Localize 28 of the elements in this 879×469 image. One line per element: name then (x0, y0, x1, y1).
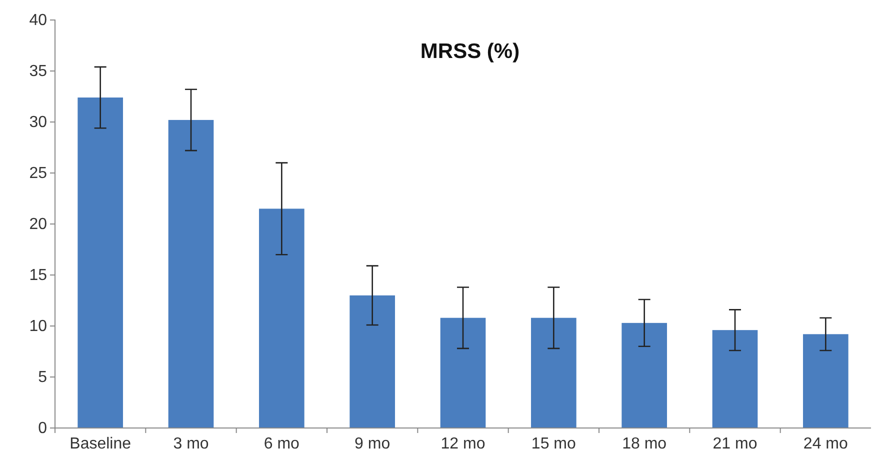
x-tick-label: 3 mo (173, 436, 209, 453)
x-tick-label: 21 mo (712, 436, 758, 453)
x-tick-label: 12 mo (440, 436, 486, 453)
x-tick-label: Baseline (70, 436, 132, 453)
y-tick-label: 25 (29, 165, 48, 182)
x-tick-label: 18 mo (622, 436, 667, 453)
x-tick-label: 6 mo (264, 436, 300, 453)
bar (440, 318, 486, 428)
bar (622, 322, 667, 428)
bar (168, 120, 214, 428)
bar (350, 295, 395, 428)
bar (531, 318, 576, 428)
y-tick-label: 10 (29, 318, 48, 336)
y-tick-label: 35 (29, 63, 48, 80)
x-tick-label: 15 mo (531, 436, 576, 453)
y-tick-label: 30 (29, 114, 48, 132)
x-tick-label: 9 mo (354, 436, 390, 453)
text: MRSS (%) (420, 40, 520, 63)
y-tick-label: 15 (29, 267, 48, 284)
y-tick-label: 40 (29, 12, 48, 30)
y-tick-label: 5 (38, 369, 48, 386)
bar (259, 208, 304, 428)
y-tick-label: 20 (29, 216, 48, 234)
bar (78, 98, 123, 428)
bar (803, 334, 848, 428)
x-tick-label: 24 mo (803, 436, 848, 453)
y-tick-label: 0 (38, 420, 48, 438)
bar (712, 330, 758, 428)
